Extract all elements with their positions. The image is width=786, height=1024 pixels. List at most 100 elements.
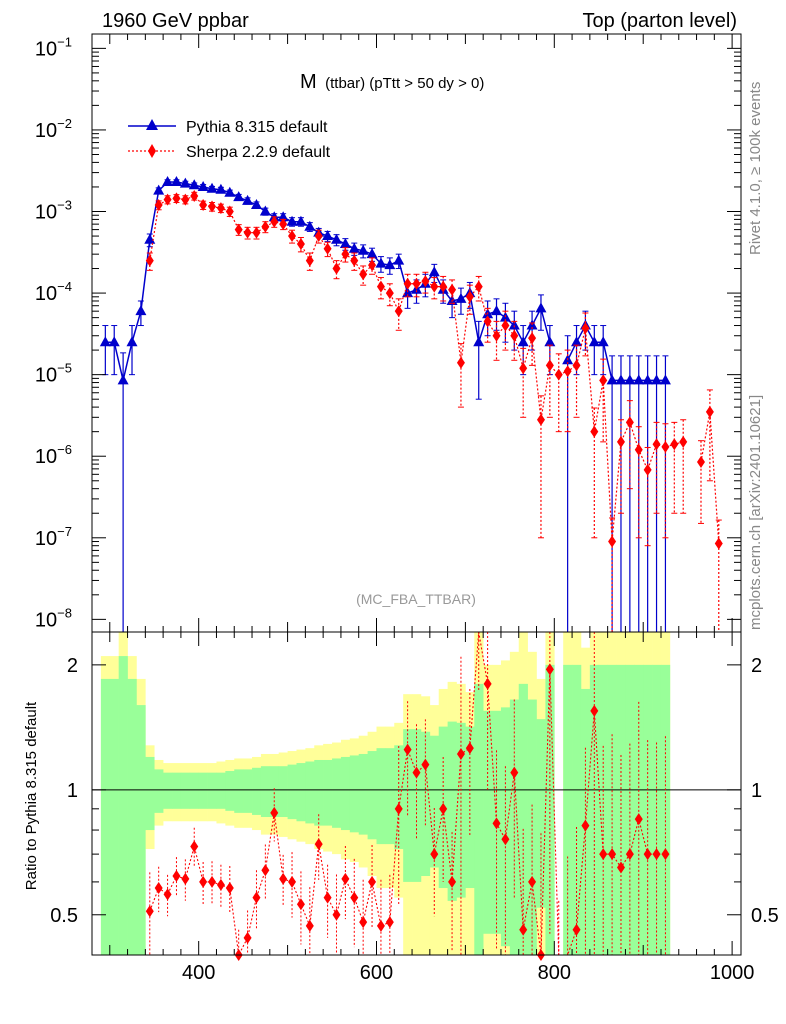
data-point-diamond <box>305 254 314 267</box>
x-tick-label: 800 <box>538 962 571 984</box>
ratio-point-diamond <box>492 817 501 830</box>
ratio-point-diamond <box>510 766 519 779</box>
ratio-y-tick-label-right: 1 <box>751 780 762 802</box>
data-point-diamond <box>439 280 448 293</box>
data-point-triangle <box>384 259 396 270</box>
ratio-point-diamond <box>216 878 225 891</box>
data-point-diamond <box>634 443 643 456</box>
data-point-diamond <box>288 230 297 243</box>
ratio-point-diamond <box>581 819 590 832</box>
data-point-triangle <box>508 319 520 330</box>
axes: 10−8 10−7 10−6 10−5 10−4 10−3 10−2 10−1 0.5 0.5 1 1… <box>35 34 779 984</box>
ratio-panel-frame <box>91 631 742 956</box>
data-point-diamond <box>332 262 341 275</box>
ratio-panel-series <box>145 631 670 961</box>
data-point-diamond <box>208 200 217 213</box>
data-point-diamond <box>341 248 350 261</box>
ratio-point-diamond <box>403 743 412 756</box>
ratio-band-green <box>376 748 386 845</box>
data-point-diamond <box>608 535 617 548</box>
data-point-diamond <box>456 356 465 369</box>
data-point-diamond <box>261 220 270 233</box>
data-point-triangle <box>428 266 440 277</box>
data-point-diamond <box>279 218 288 231</box>
data-point-triangle <box>277 211 289 222</box>
ratio-band-green <box>109 678 119 955</box>
main-y-tick-label: 10−5 <box>35 361 72 387</box>
analysis-tag: (MC_FBA_TTBAR) <box>356 591 476 607</box>
data-point-triangle <box>597 336 609 347</box>
data-point-diamond <box>163 193 172 206</box>
ratio-point-diamond <box>394 802 403 815</box>
data-point-triangle <box>375 257 387 268</box>
data-point-diamond <box>421 275 430 288</box>
data-point-triangle <box>259 205 271 216</box>
header-right: Top (parton level) <box>582 10 737 32</box>
legend-marker-triangle <box>146 119 158 130</box>
series-line <box>566 323 666 382</box>
ratio-point-diamond <box>323 891 332 904</box>
data-point-diamond <box>172 192 181 205</box>
data-point-diamond <box>243 226 252 239</box>
main-y-tick-exponent: −6 <box>57 442 72 457</box>
data-point-diamond <box>323 242 332 255</box>
ratio-point-diamond <box>332 908 341 921</box>
ratio-band-green <box>269 766 279 818</box>
x-tick-label: 600 <box>360 962 393 984</box>
legend: Pythia 8.315 default Sherpa 2.2.9 defaul… <box>128 119 331 161</box>
ratio-band-green <box>172 772 182 809</box>
data-point-triangle <box>339 237 351 248</box>
data-point-diamond <box>403 277 412 290</box>
data-point-triangle <box>642 374 654 385</box>
data-point-diamond <box>501 319 510 332</box>
ratio-point-diamond <box>599 848 608 861</box>
main-y-tick-label: 10−2 <box>35 116 72 142</box>
data-point-triangle <box>224 186 236 197</box>
main-y-tick-label: 10−7 <box>35 524 72 550</box>
data-point-triangle <box>242 194 254 205</box>
ratio-band-green <box>332 758 342 828</box>
side-label-rivet: Rivet 4.1.0, ≥ 100k events <box>747 82 764 255</box>
main-y-tick-exponent: −3 <box>57 198 72 213</box>
data-point-diamond <box>492 329 501 342</box>
data-point-triangle <box>126 336 138 347</box>
ratio-band-green <box>118 656 128 955</box>
data-point-diamond <box>536 413 545 426</box>
ratio-point-diamond <box>421 758 430 771</box>
data-point-diamond <box>661 440 670 453</box>
data-point-triangle <box>144 233 156 244</box>
data-point-diamond <box>225 205 234 218</box>
data-point-triangle <box>606 374 618 385</box>
ratio-band-green <box>260 766 271 818</box>
ratio-band-green <box>394 745 404 850</box>
ratio-point-diamond <box>225 882 234 895</box>
data-point-triangle <box>544 336 556 347</box>
ratio-point-diamond <box>154 882 163 895</box>
data-point-triangle <box>348 242 360 253</box>
data-point-triangle <box>624 374 636 385</box>
ratio-band-green <box>447 721 457 901</box>
ratio-point-diamond <box>448 875 457 888</box>
ratio-band-green <box>536 719 546 908</box>
data-point-triangle <box>322 230 334 241</box>
data-point-triangle <box>517 336 529 347</box>
data-point-triangle <box>473 336 485 347</box>
data-point-triangle <box>250 199 262 210</box>
ratio-band-green <box>243 769 253 813</box>
ratio-band-green <box>625 664 635 955</box>
ratio-point-diamond <box>634 813 643 826</box>
legend-marker-diamond <box>148 144 156 158</box>
data-point-triangle <box>162 176 174 187</box>
series-line <box>105 181 551 381</box>
data-point-triangle <box>455 292 467 303</box>
data-point-diamond <box>670 438 679 451</box>
plot-title-sub: (ttbar) (pTtt > 50 dy > 0) <box>325 75 484 92</box>
data-point-diamond <box>474 280 483 293</box>
data-point-triangle <box>659 374 671 385</box>
data-point-diamond <box>465 290 474 303</box>
data-point-triangle <box>295 215 307 226</box>
ratio-band-green <box>154 769 164 813</box>
data-point-diamond <box>643 463 652 476</box>
ratio-point-diamond <box>270 806 279 819</box>
